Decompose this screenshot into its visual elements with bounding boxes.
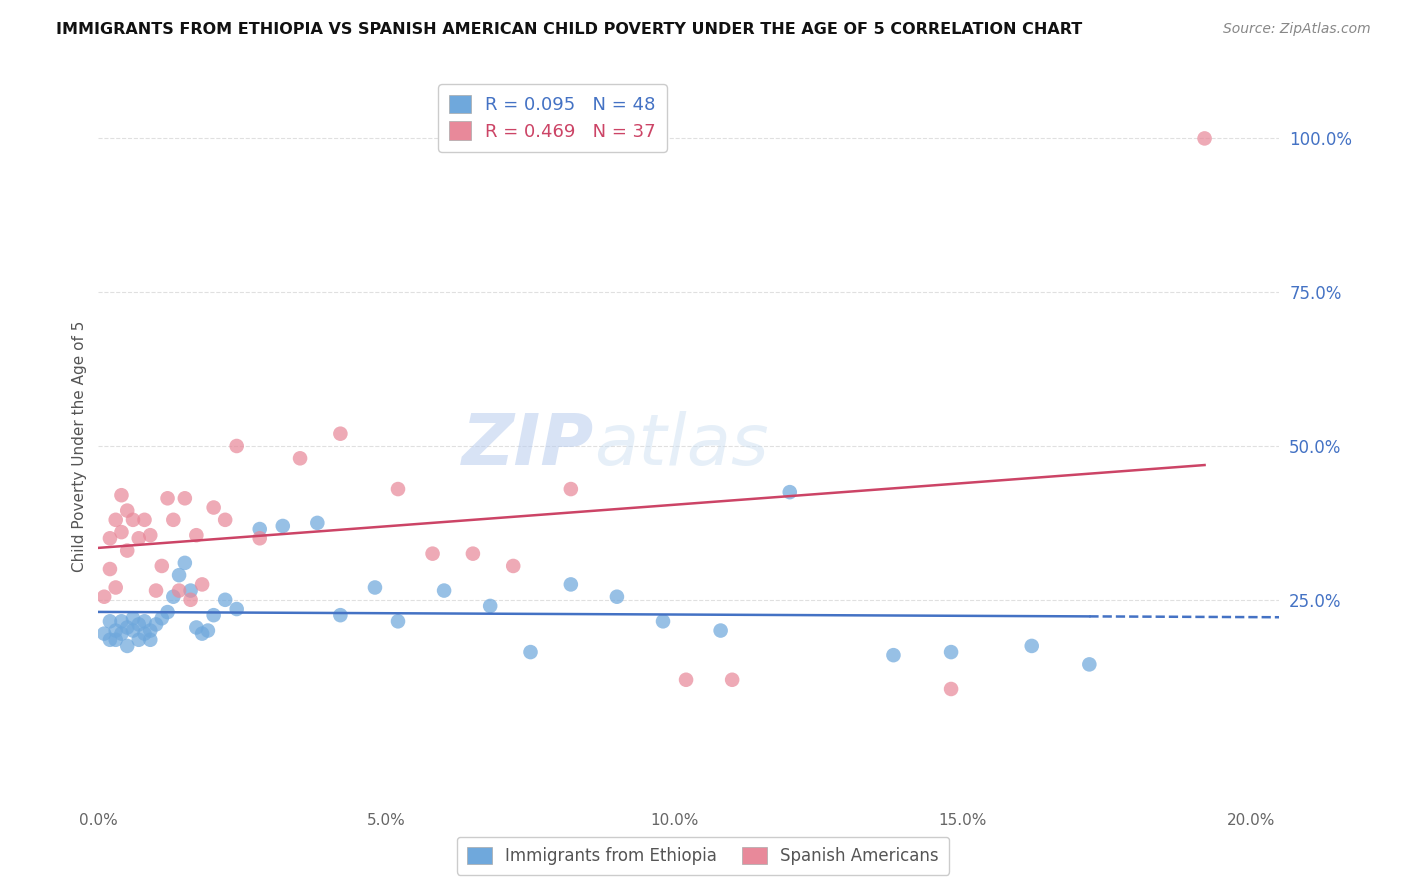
Point xyxy=(180,592,202,607)
Point xyxy=(1194,131,1216,145)
Point xyxy=(249,522,271,536)
Point xyxy=(675,673,697,687)
Point xyxy=(128,617,150,632)
Point xyxy=(134,513,156,527)
Point xyxy=(110,626,132,640)
Point xyxy=(128,632,150,647)
Point xyxy=(162,590,184,604)
Legend: Immigrants from Ethiopia, Spanish Americans: Immigrants from Ethiopia, Spanish Americ… xyxy=(457,837,949,875)
Point xyxy=(387,615,409,629)
Point xyxy=(150,611,173,625)
Text: ZIP: ZIP xyxy=(463,411,595,481)
Point xyxy=(307,516,329,530)
Point xyxy=(139,632,162,647)
Point xyxy=(1021,639,1043,653)
Text: Source: ZipAtlas.com: Source: ZipAtlas.com xyxy=(1223,22,1371,37)
Point xyxy=(110,488,132,502)
Point xyxy=(606,590,628,604)
Point xyxy=(652,615,675,629)
Point xyxy=(387,482,409,496)
Point xyxy=(479,599,502,613)
Point xyxy=(145,617,167,632)
Point xyxy=(150,558,173,573)
Point xyxy=(156,491,179,506)
Point xyxy=(128,531,150,545)
Point xyxy=(104,632,127,647)
Point xyxy=(110,615,132,629)
Point xyxy=(134,615,156,629)
Y-axis label: Child Poverty Under the Age of 5: Child Poverty Under the Age of 5 xyxy=(72,320,87,572)
Point xyxy=(461,547,484,561)
Point xyxy=(122,624,145,638)
Point xyxy=(167,583,190,598)
Point xyxy=(422,547,444,561)
Point xyxy=(104,581,127,595)
Point xyxy=(519,645,541,659)
Point xyxy=(502,558,524,573)
Point xyxy=(191,626,214,640)
Point xyxy=(214,592,236,607)
Point xyxy=(98,562,121,576)
Point xyxy=(191,577,214,591)
Point xyxy=(93,590,115,604)
Point xyxy=(180,583,202,598)
Point xyxy=(197,624,219,638)
Text: IMMIGRANTS FROM ETHIOPIA VS SPANISH AMERICAN CHILD POVERTY UNDER THE AGE OF 5 CO: IMMIGRANTS FROM ETHIOPIA VS SPANISH AMER… xyxy=(56,22,1083,37)
Point xyxy=(560,482,582,496)
Text: atlas: atlas xyxy=(595,411,769,481)
Point xyxy=(1078,657,1101,672)
Point xyxy=(115,639,138,653)
Point xyxy=(433,583,456,598)
Point xyxy=(167,568,190,582)
Point xyxy=(939,681,962,696)
Point xyxy=(93,626,115,640)
Point xyxy=(721,673,744,687)
Point xyxy=(225,439,247,453)
Point xyxy=(214,513,236,527)
Point xyxy=(939,645,962,659)
Point xyxy=(139,528,162,542)
Point xyxy=(115,503,138,517)
Point xyxy=(225,602,247,616)
Legend: R = 0.095   N = 48, R = 0.469   N = 37: R = 0.095 N = 48, R = 0.469 N = 37 xyxy=(439,84,666,152)
Point xyxy=(882,648,904,662)
Point xyxy=(202,500,225,515)
Point xyxy=(249,531,271,545)
Point xyxy=(329,608,352,623)
Point xyxy=(98,615,121,629)
Point xyxy=(202,608,225,623)
Point xyxy=(710,624,733,638)
Point xyxy=(115,543,138,558)
Point xyxy=(156,605,179,619)
Point xyxy=(173,491,195,506)
Point xyxy=(364,581,387,595)
Point xyxy=(329,426,352,441)
Point xyxy=(122,513,145,527)
Point xyxy=(173,556,195,570)
Point xyxy=(104,624,127,638)
Point xyxy=(104,513,127,527)
Point xyxy=(134,626,156,640)
Point xyxy=(288,451,311,466)
Point xyxy=(98,632,121,647)
Point xyxy=(162,513,184,527)
Point xyxy=(271,519,294,533)
Point xyxy=(145,583,167,598)
Point xyxy=(560,577,582,591)
Point xyxy=(186,528,208,542)
Point xyxy=(110,525,132,540)
Point xyxy=(779,485,801,500)
Point xyxy=(115,620,138,634)
Point xyxy=(139,624,162,638)
Point xyxy=(186,620,208,634)
Point xyxy=(122,611,145,625)
Point xyxy=(98,531,121,545)
